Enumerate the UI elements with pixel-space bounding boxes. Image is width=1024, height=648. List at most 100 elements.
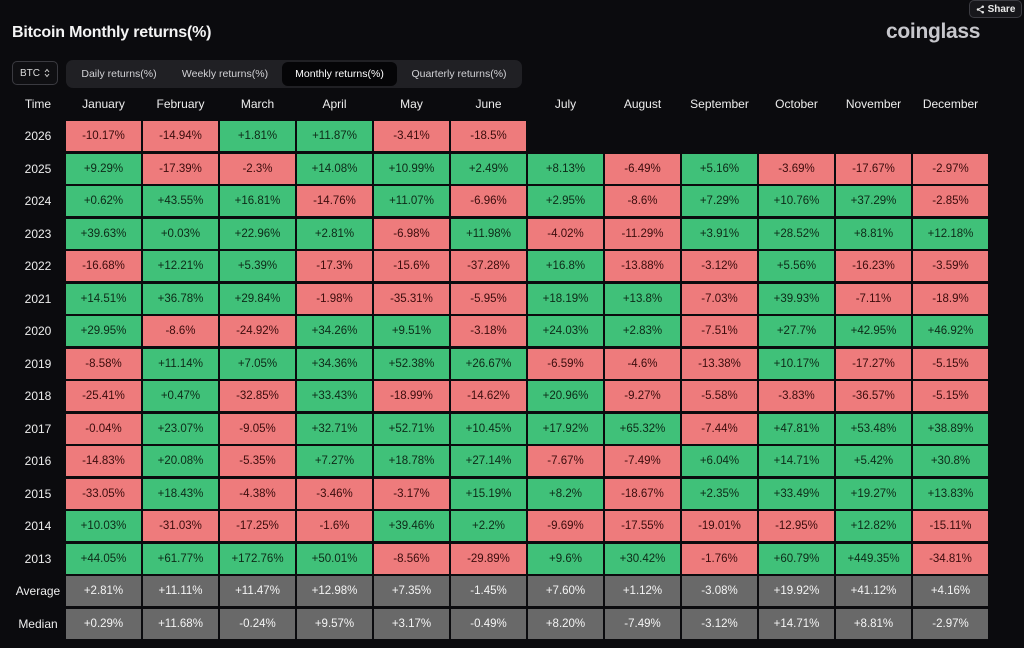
- return-cell: +10.03%: [66, 511, 141, 541]
- return-cell: -37.28%: [451, 251, 526, 281]
- return-cell: +32.71%: [297, 413, 372, 444]
- return-cell: +30.42%: [605, 543, 680, 574]
- return-cell: +16.81%: [220, 186, 295, 216]
- return-cell: +11.07%: [374, 186, 449, 216]
- year-label: 2023: [24, 226, 52, 241]
- return-cell: +53.48%: [836, 413, 911, 444]
- column-header-time: Time: [24, 97, 52, 111]
- stat-cell: -0.49%: [451, 608, 526, 639]
- return-cell: +0.62%: [66, 186, 141, 216]
- return-cell: -18.99%: [374, 381, 449, 411]
- return-cell: -3.69%: [759, 153, 834, 184]
- return-cell: +14.08%: [297, 153, 372, 184]
- return-cell: -3.46%: [297, 478, 372, 509]
- return-cell: -2.97%: [913, 153, 988, 184]
- return-cell: -17.25%: [220, 511, 295, 541]
- column-header-may: May: [400, 97, 423, 111]
- return-cell: +23.07%: [143, 413, 218, 444]
- return-cell: -32.85%: [220, 381, 295, 411]
- share-button[interactable]: Share: [969, 0, 1022, 18]
- brand-logo: coinglass: [886, 20, 981, 43]
- year-label: 2013: [24, 551, 52, 566]
- return-cell: -6.49%: [605, 153, 680, 184]
- tab-weekly-returns[interactable]: Weekly returns(%): [170, 62, 280, 86]
- return-cell: +6.04%: [682, 446, 757, 476]
- return-cell: +7.29%: [682, 186, 757, 216]
- column-header-december: December: [922, 97, 979, 111]
- tab-quarterly-returns[interactable]: Quarterly returns(%): [399, 62, 519, 86]
- stat-cell: +19.92%: [759, 576, 834, 606]
- return-cell: +0.03%: [143, 218, 218, 249]
- return-cell: +46.92%: [913, 316, 988, 346]
- return-cell: -16.68%: [66, 251, 141, 281]
- year-label: 2024: [24, 194, 52, 208]
- return-cell: +65.32%: [605, 413, 680, 444]
- return-cell: +13.83%: [913, 478, 988, 509]
- return-cell: -1.98%: [297, 283, 372, 314]
- return-cell: +10.99%: [374, 153, 449, 184]
- return-cell: -35.31%: [374, 283, 449, 314]
- share-label: Share: [987, 3, 1016, 15]
- tab-daily-returns[interactable]: Daily returns(%): [68, 62, 170, 86]
- return-cell: -9.05%: [220, 413, 295, 444]
- return-cell: -6.59%: [528, 348, 603, 379]
- tab-monthly-label: Monthly returns(%): [295, 68, 384, 80]
- stat-cell: +12.98%: [297, 576, 372, 606]
- coin-select-value: BTC: [20, 67, 40, 79]
- coin-select[interactable]: BTC: [12, 61, 58, 85]
- return-cell: -7.67%: [528, 446, 603, 476]
- column-header-february: February: [156, 97, 205, 111]
- return-cell: -5.15%: [913, 381, 988, 411]
- column-header-november: November: [845, 97, 902, 111]
- return-cell: -7.11%: [836, 283, 911, 314]
- return-cell: +0.47%: [143, 381, 218, 411]
- column-header-january: January: [82, 97, 125, 111]
- tab-quarterly-label: Quarterly returns(%): [411, 68, 507, 80]
- return-cell: +8.2%: [528, 478, 603, 509]
- stat-cell: -0.24%: [220, 608, 295, 639]
- return-cell: -9.69%: [528, 511, 603, 541]
- return-cell: +61.77%: [143, 543, 218, 574]
- return-cell: +60.79%: [759, 543, 834, 574]
- return-cell: -6.96%: [451, 186, 526, 216]
- return-cell: +42.95%: [836, 316, 911, 346]
- share-icon: [976, 5, 984, 13]
- return-cell: -5.58%: [682, 381, 757, 411]
- return-cell: -2.3%: [220, 153, 295, 184]
- return-cell: -14.76%: [297, 186, 372, 216]
- return-cell: -6.98%: [374, 218, 449, 249]
- return-cell: +11.98%: [451, 218, 526, 249]
- return-cell: +27.14%: [451, 446, 526, 476]
- return-cell: -18.5%: [451, 121, 526, 151]
- return-cell: -5.35%: [220, 446, 295, 476]
- return-cell: +14.51%: [66, 283, 141, 314]
- stat-cell: +7.60%: [528, 576, 603, 606]
- return-cell: -14.94%: [143, 121, 218, 151]
- return-cell: +1.81%: [220, 121, 295, 151]
- return-cell: +50.01%: [297, 543, 372, 574]
- return-cell: +34.26%: [297, 316, 372, 346]
- column-header-march: March: [240, 97, 275, 111]
- year-label: 2020: [24, 324, 52, 338]
- stat-cell: +11.68%: [143, 608, 218, 639]
- year-label: 2015: [24, 486, 52, 501]
- year-label: 2022: [24, 259, 52, 273]
- tab-monthly-returns[interactable]: Monthly returns(%): [282, 62, 397, 86]
- return-cell: -8.58%: [66, 348, 141, 379]
- return-cell: -8.6%: [605, 186, 680, 216]
- return-cell: +8.81%: [836, 218, 911, 249]
- return-cell: -7.44%: [682, 413, 757, 444]
- return-cell: -10.17%: [66, 121, 141, 151]
- return-cell: +22.96%: [220, 218, 295, 249]
- return-cell: -17.3%: [297, 251, 372, 281]
- stat-cell: +1.12%: [605, 576, 680, 606]
- return-cell: +18.19%: [528, 283, 603, 314]
- stat-cell: +4.16%: [913, 576, 988, 606]
- return-cell: +52.71%: [374, 413, 449, 444]
- stat-label: Median: [18, 616, 58, 631]
- return-cell: +12.82%: [836, 511, 911, 541]
- column-header-october: October: [775, 97, 818, 111]
- stat-cell: +41.12%: [836, 576, 911, 606]
- year-label: 2014: [24, 519, 52, 533]
